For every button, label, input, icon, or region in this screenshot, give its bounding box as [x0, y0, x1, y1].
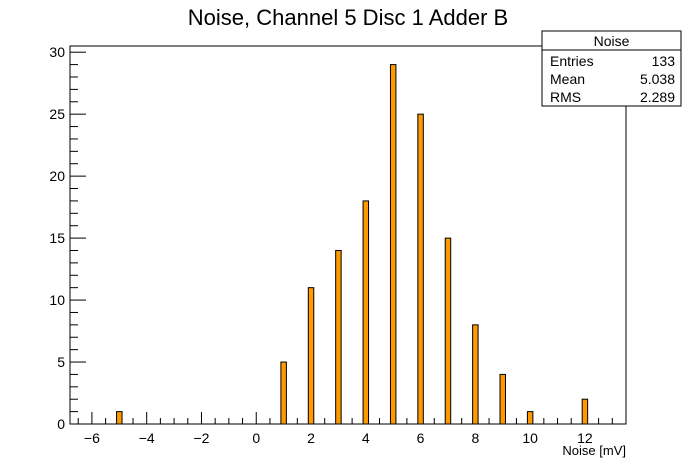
stats-title: Noise — [594, 33, 630, 49]
histogram-bar — [417, 113, 424, 425]
histogram-bars — [116, 64, 589, 425]
histogram-bar — [581, 398, 589, 425]
x-tick-label: 10 — [522, 430, 538, 446]
stats-box-frame — [541, 30, 682, 107]
stats-mean-label: Mean — [550, 71, 585, 87]
histogram-bar — [362, 200, 370, 425]
x-tick-label: 6 — [417, 430, 425, 446]
stats-entries-value: 133 — [652, 53, 676, 69]
stats-rms-label: RMS — [550, 89, 581, 105]
x-axis-label: Noise [mV] — [562, 443, 626, 458]
histogram-bar — [389, 64, 397, 425]
histogram-bar — [116, 411, 123, 425]
x-tick-label: 12 — [577, 430, 593, 446]
histogram-bar — [499, 373, 506, 425]
chart-title: Noise, Channel 5 Disc 1 Adder B — [188, 5, 508, 30]
x-tick-label: 8 — [471, 430, 479, 446]
histogram-bar — [526, 411, 534, 425]
x-tick-label: 2 — [307, 430, 315, 446]
stats-mean-value: 5.038 — [640, 71, 675, 87]
x-tick-label: −4 — [139, 430, 155, 446]
y-tick-label: 10 — [49, 292, 65, 308]
x-tick-label: 4 — [362, 430, 370, 446]
y-tick-label: 0 — [57, 416, 65, 432]
y-tick-label: 25 — [49, 106, 65, 122]
y-tick-label: 30 — [49, 44, 65, 60]
stats-box: Noise Entries 133 Mean 5.038 RMS 2.289 — [541, 30, 682, 107]
histogram-bar — [335, 249, 342, 425]
histogram-bar — [307, 287, 315, 425]
axis-ticks: 0 5 10 15 20 25 30 −6 −4 −2 0 2 4 6 8 10 12 — [49, 44, 627, 446]
y-tick-label: 5 — [57, 354, 65, 370]
stats-rms-value: 2.289 — [640, 89, 675, 105]
x-tick-label: −2 — [193, 430, 209, 446]
x-tick-label: 0 — [252, 430, 260, 446]
y-tick-label: 15 — [49, 230, 65, 246]
histogram-bar — [280, 361, 287, 425]
y-tick-label: 20 — [49, 168, 65, 184]
stats-entries-label: Entries — [550, 53, 594, 69]
x-tick-label: −6 — [84, 430, 100, 446]
histogram-bar — [472, 324, 479, 425]
plot-frame — [69, 45, 627, 425]
histogram-bar — [444, 237, 452, 425]
